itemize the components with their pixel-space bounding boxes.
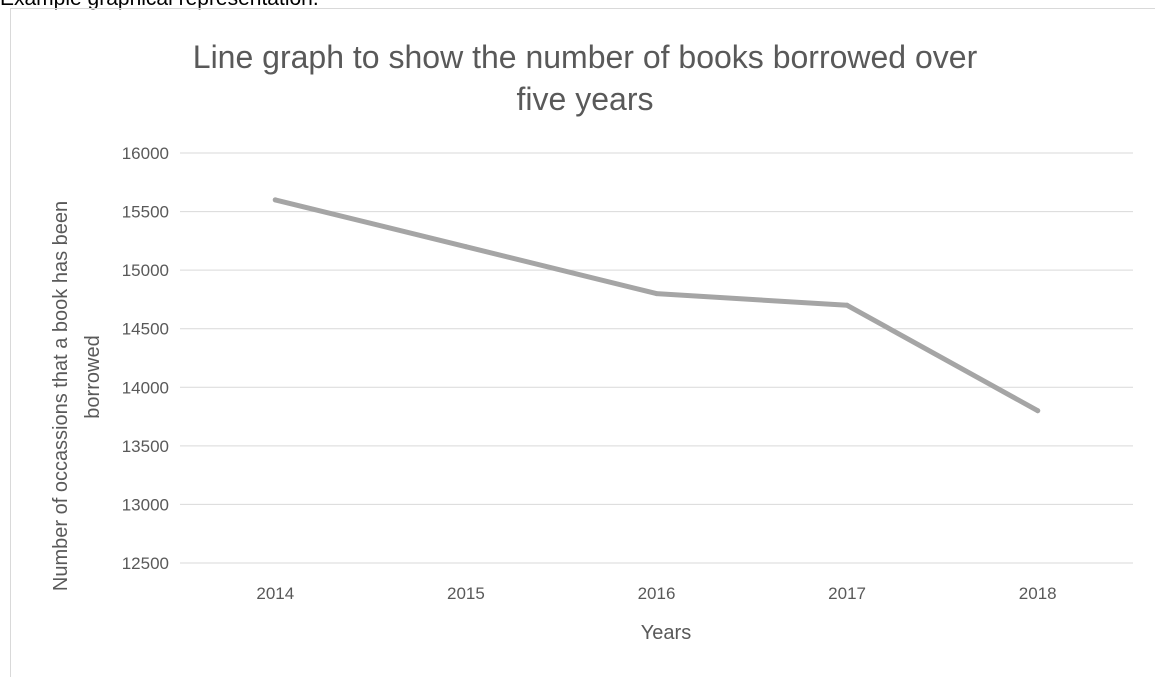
chart-title-line-2: five years — [517, 81, 654, 117]
data-point-2018 — [1035, 408, 1041, 414]
data-point-2015 — [463, 244, 469, 250]
x-tick-label: 2017 — [828, 584, 866, 603]
y-tick-label: 16000 — [122, 144, 169, 163]
x-axis-label: Years — [641, 622, 691, 644]
x-tick-label: 2014 — [256, 584, 294, 603]
series-line-0 — [272, 197, 1041, 414]
x-tick-label: 2018 — [1019, 584, 1057, 603]
x-axis-ticks: 2014 2015 2016 2017 2018 — [256, 584, 1056, 603]
y-tick-label: 15500 — [122, 203, 169, 222]
y-tick-label: 13500 — [122, 437, 169, 456]
data-point-2014 — [272, 197, 278, 203]
y-axis-ticks: 16000 15500 15000 14500 14000 13500 13000 12500 — [122, 144, 169, 573]
y-tick-label: 12500 — [122, 554, 169, 573]
y-axis-label-line-1: Number of occassions that a book has bee… — [50, 201, 72, 591]
chart-frame — [10, 8, 1155, 677]
y-tick-label: 13000 — [122, 495, 169, 514]
data-point-2016 — [654, 291, 659, 297]
chart-title-line-1: Line graph to show the number of books b… — [193, 39, 978, 75]
gridlines — [180, 152, 1133, 564]
data-point-2017 — [844, 302, 850, 308]
x-tick-label: 2015 — [447, 584, 485, 603]
series-group — [272, 197, 1041, 414]
y-tick-label: 15000 — [122, 261, 169, 280]
figure-caption: Example graphical representation. — [0, 0, 319, 11]
x-tick-label: 2016 — [638, 584, 676, 603]
y-tick-label: 14500 — [122, 320, 169, 339]
y-tick-label: 14000 — [122, 378, 169, 397]
y-axis-label-line-2: borrowed — [82, 335, 104, 418]
